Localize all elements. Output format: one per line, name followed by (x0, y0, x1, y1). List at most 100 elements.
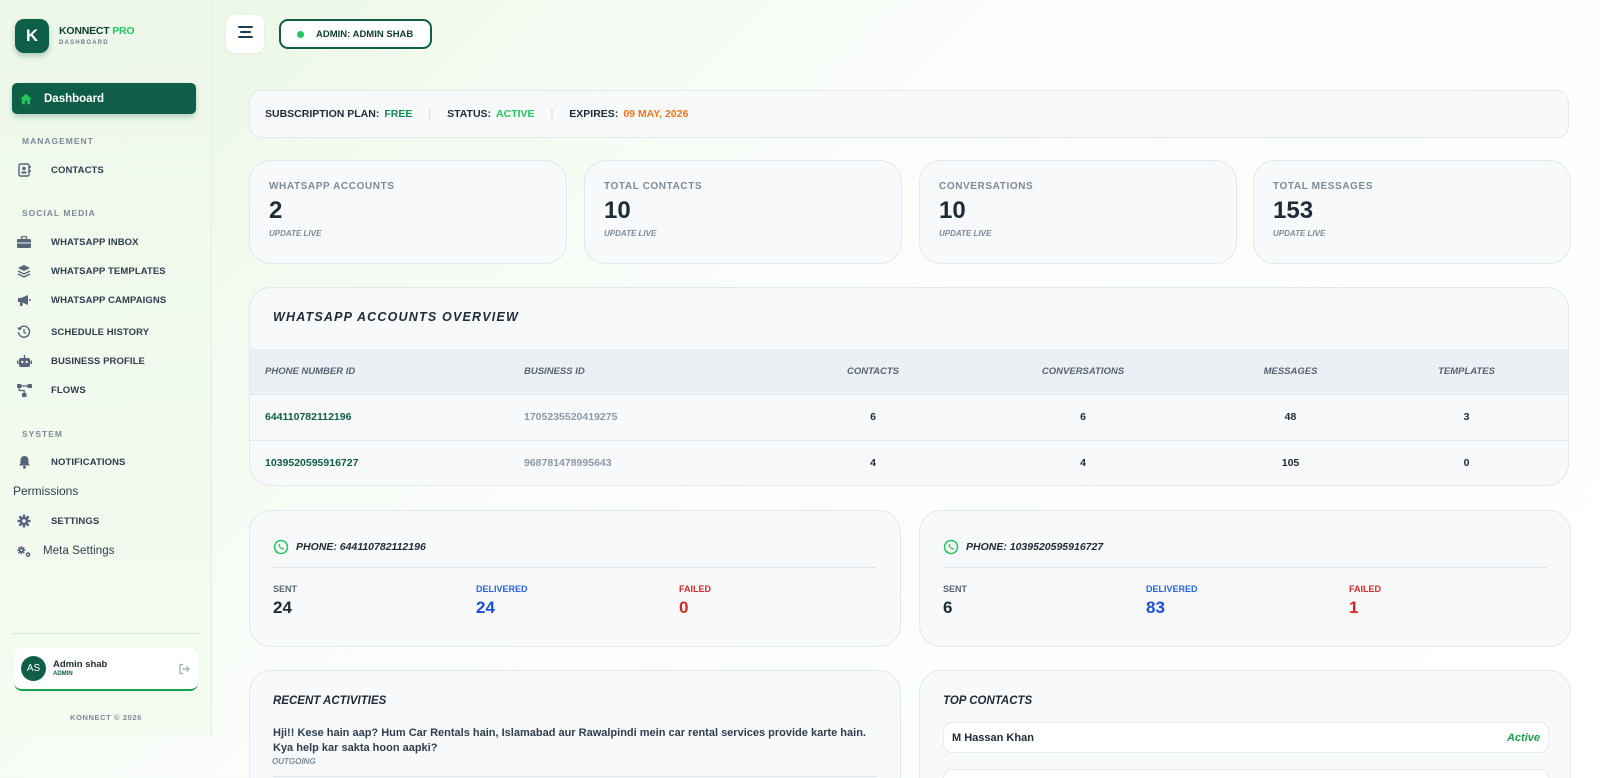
recent-activities-title: RECENT ACTIVITIES (273, 695, 387, 707)
online-dot-icon (297, 30, 304, 38)
sidebar-item-whatsapp-campaigns[interactable]: WHATSAPP CAMPAIGNS (16, 290, 166, 310)
separator: | (550, 108, 554, 120)
sidebar-item-dashboard[interactable]: Dashboard (12, 83, 196, 114)
failed-value: 1 (1349, 598, 1359, 617)
sidebar-item-label: WHATSAPP INBOX (51, 236, 139, 248)
messages-cell: 48 (1218, 393, 1363, 440)
logout-icon[interactable] (178, 662, 192, 676)
stat-card-total-messages: TOTAL MESSAGES 153 UPDATE LIVE (1253, 160, 1571, 264)
delivered-label: DELIVERED (1146, 584, 1198, 594)
menu-icon (237, 25, 253, 43)
megaphone-icon (16, 292, 32, 308)
section-system: SYSTEM (22, 429, 63, 439)
contact-row[interactable] (943, 769, 1549, 778)
failed-label: FAILED (679, 584, 712, 594)
sent-value: 24 (273, 598, 292, 617)
messages-cell: 105 (1218, 439, 1363, 485)
sidebar-item-business-profile[interactable]: BUSINESS PROFILE (16, 351, 145, 371)
column-header: BUSINESS ID (524, 349, 798, 394)
column-header: CONTACTS (798, 349, 948, 394)
home-icon (18, 91, 34, 107)
phone-card-header: PHONE: 1039520595916727 (943, 539, 1103, 555)
flow-icon (16, 382, 32, 398)
top-contacts-card: TOP CONTACTS M Hassan Khan Active (919, 670, 1571, 778)
phone-card-title: PHONE: 1039520595916727 (966, 541, 1104, 553)
sent-metric: SENT 24 (273, 584, 297, 618)
failed-metric: FAILED 1 (1349, 584, 1381, 618)
brand-subtitle: DASHBOARD (59, 39, 109, 46)
table-row[interactable]: 644110782112196 1705235520419275 6 6 48 … (250, 393, 1568, 440)
section-management: MANAGEMENT (22, 136, 94, 146)
sidebar-item-notifications[interactable]: NOTIFICATIONS (16, 452, 125, 472)
stat-value: 2 (269, 197, 283, 224)
whatsapp-icon (273, 539, 289, 555)
accounts-table: PHONE NUMBER ID BUSINESS ID CONTACTS CON… (250, 349, 1568, 485)
expires-value: 09 MAY, 2026 (623, 108, 689, 120)
sidebar-item-meta-settings[interactable]: Meta Settings (16, 541, 115, 561)
user-card[interactable]: AS Admin shab ADMIN (14, 648, 198, 691)
sidebar-item-flows[interactable]: FLOWS (16, 380, 86, 400)
avatar: AS (21, 656, 46, 681)
status-value: ACTIVE (496, 108, 535, 120)
menu-toggle-button[interactable] (226, 15, 264, 53)
phone-stats-card: PHONE: 644110782112196 SENT 24 DELIVERED… (249, 510, 901, 647)
stat-value: 10 (939, 197, 966, 224)
phone-id-cell[interactable]: 644110782112196 (250, 393, 524, 440)
column-header: MESSAGES (1218, 349, 1363, 394)
accounts-overview-card: WHATSAPP ACCOUNTS OVERVIEW PHONE NUMBER … (249, 287, 1569, 486)
gears-icon (16, 543, 32, 559)
whatsapp-icon (943, 539, 959, 555)
address-book-icon (16, 162, 32, 178)
status-label: STATUS: (447, 108, 492, 120)
sidebar-item-whatsapp-templates[interactable]: WHATSAPP TEMPLATES (16, 261, 166, 281)
sidebar-item-label: SCHEDULE HISTORY (51, 326, 150, 338)
contact-name: M Hassan Khan (952, 731, 1034, 744)
sidebar-item-label: Meta Settings (43, 545, 115, 557)
copyright: KONNECT © 2026 (70, 713, 142, 722)
history-icon (16, 324, 32, 340)
briefcase-icon (16, 234, 32, 250)
delivered-label: DELIVERED (476, 584, 528, 594)
brand-logo: K (15, 19, 49, 53)
subscription-bar: SUBSCRIPTION PLAN: FREE | STATUS: ACTIVE… (249, 90, 1569, 138)
brand[interactable]: K KONNECT PRO DASHBOARD (15, 19, 135, 53)
divider (943, 567, 1547, 568)
contact-row[interactable]: M Hassan Khan Active (943, 722, 1549, 753)
brand-name: KONNECT PRO (59, 25, 135, 38)
stat-card-conversations: CONVERSATIONS 10 UPDATE LIVE (919, 160, 1237, 264)
stat-note: UPDATE LIVE (604, 229, 657, 238)
admin-label: ADMIN: ADMIN SHAB (316, 28, 414, 40)
bell-icon (16, 454, 32, 470)
stat-card-total-contacts: TOTAL CONTACTS 10 UPDATE LIVE (584, 160, 902, 264)
phone-card-title: PHONE: 644110782112196 (296, 541, 426, 553)
gear-icon (16, 513, 32, 529)
sidebar-item-whatsapp-inbox[interactable]: WHATSAPP INBOX (16, 232, 139, 252)
conversations-cell: 6 (948, 393, 1218, 440)
sidebar-item-label: SETTINGS (51, 515, 100, 527)
column-header: TEMPLATES (1363, 349, 1568, 394)
stat-value: 10 (604, 197, 631, 224)
sidebar-item-settings[interactable]: SETTINGS (16, 511, 99, 531)
table-row[interactable]: 1039520595916727 968781478995643 4 4 105… (250, 439, 1568, 485)
sidebar-divider (12, 633, 200, 634)
stat-card-whatsapp-accounts: WHATSAPP ACCOUNTS 2 UPDATE LIVE (249, 160, 567, 264)
sent-label: SENT (273, 584, 298, 594)
phone-id-cell[interactable]: 1039520595916727 (250, 439, 524, 485)
delivered-value: 83 (1146, 598, 1165, 617)
templates-cell: 0 (1363, 439, 1568, 485)
stat-note: UPDATE LIVE (1273, 229, 1326, 238)
sidebar-item-label: CONTACTS (51, 164, 104, 176)
activity-message[interactable]: Hji!! Kese hain aap? Hum Car Rentals hai… (273, 727, 866, 754)
plan-value: FREE (384, 108, 413, 120)
phone-card-header: PHONE: 644110782112196 (273, 539, 426, 555)
sidebar-item-label: WHATSAPP TEMPLATES (51, 265, 166, 277)
delivered-value: 24 (476, 598, 495, 617)
delivered-metric: DELIVERED 24 (476, 584, 528, 618)
separator: | (428, 108, 432, 120)
admin-badge[interactable]: ADMIN: ADMIN SHAB (279, 19, 432, 49)
sidebar-item-permissions[interactable]: Permissions (13, 484, 79, 498)
stat-note: UPDATE LIVE (269, 229, 322, 238)
sidebar-item-schedule-history[interactable]: SCHEDULE HISTORY (16, 322, 149, 342)
overview-title: WHATSAPP ACCOUNTS OVERVIEW (273, 310, 520, 324)
sidebar-item-contacts[interactable]: CONTACTS (16, 160, 104, 180)
